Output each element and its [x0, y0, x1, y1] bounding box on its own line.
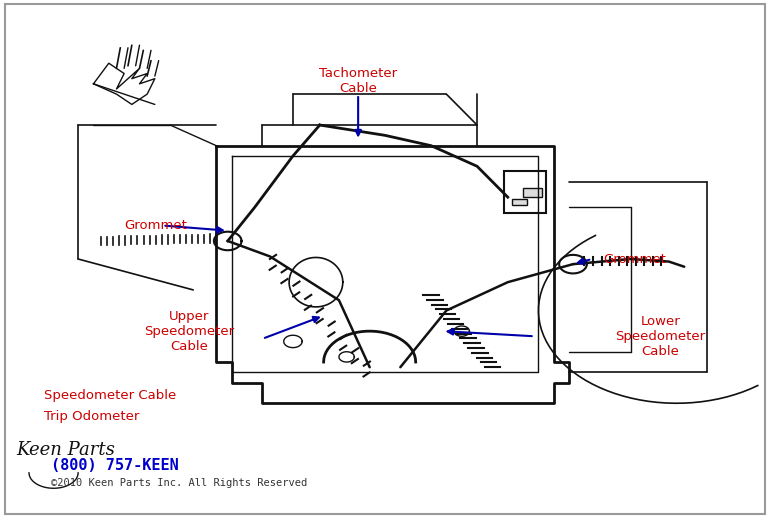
Text: Trip Odometer: Trip Odometer	[44, 410, 139, 423]
Text: Speedometer Cable: Speedometer Cable	[44, 389, 176, 402]
Text: ©2010 Keen Parts Inc. All Rights Reserved: ©2010 Keen Parts Inc. All Rights Reserve…	[52, 478, 307, 488]
Bar	[511, 199, 527, 205]
Text: (800) 757-KEEN: (800) 757-KEEN	[52, 457, 179, 472]
Text: Lower
Speedometer
Cable: Lower Speedometer Cable	[615, 315, 705, 358]
Text: Grommet: Grommet	[124, 219, 187, 232]
Bar	[504, 171, 546, 212]
Text: Grommet: Grommet	[604, 252, 667, 266]
Text: Keen Parts: Keen Parts	[17, 441, 116, 458]
Text: Upper
Speedometer
Cable: Upper Speedometer Cable	[144, 310, 234, 353]
Bar	[523, 188, 542, 197]
Text: Tachometer
Cable: Tachometer Cable	[319, 67, 397, 95]
